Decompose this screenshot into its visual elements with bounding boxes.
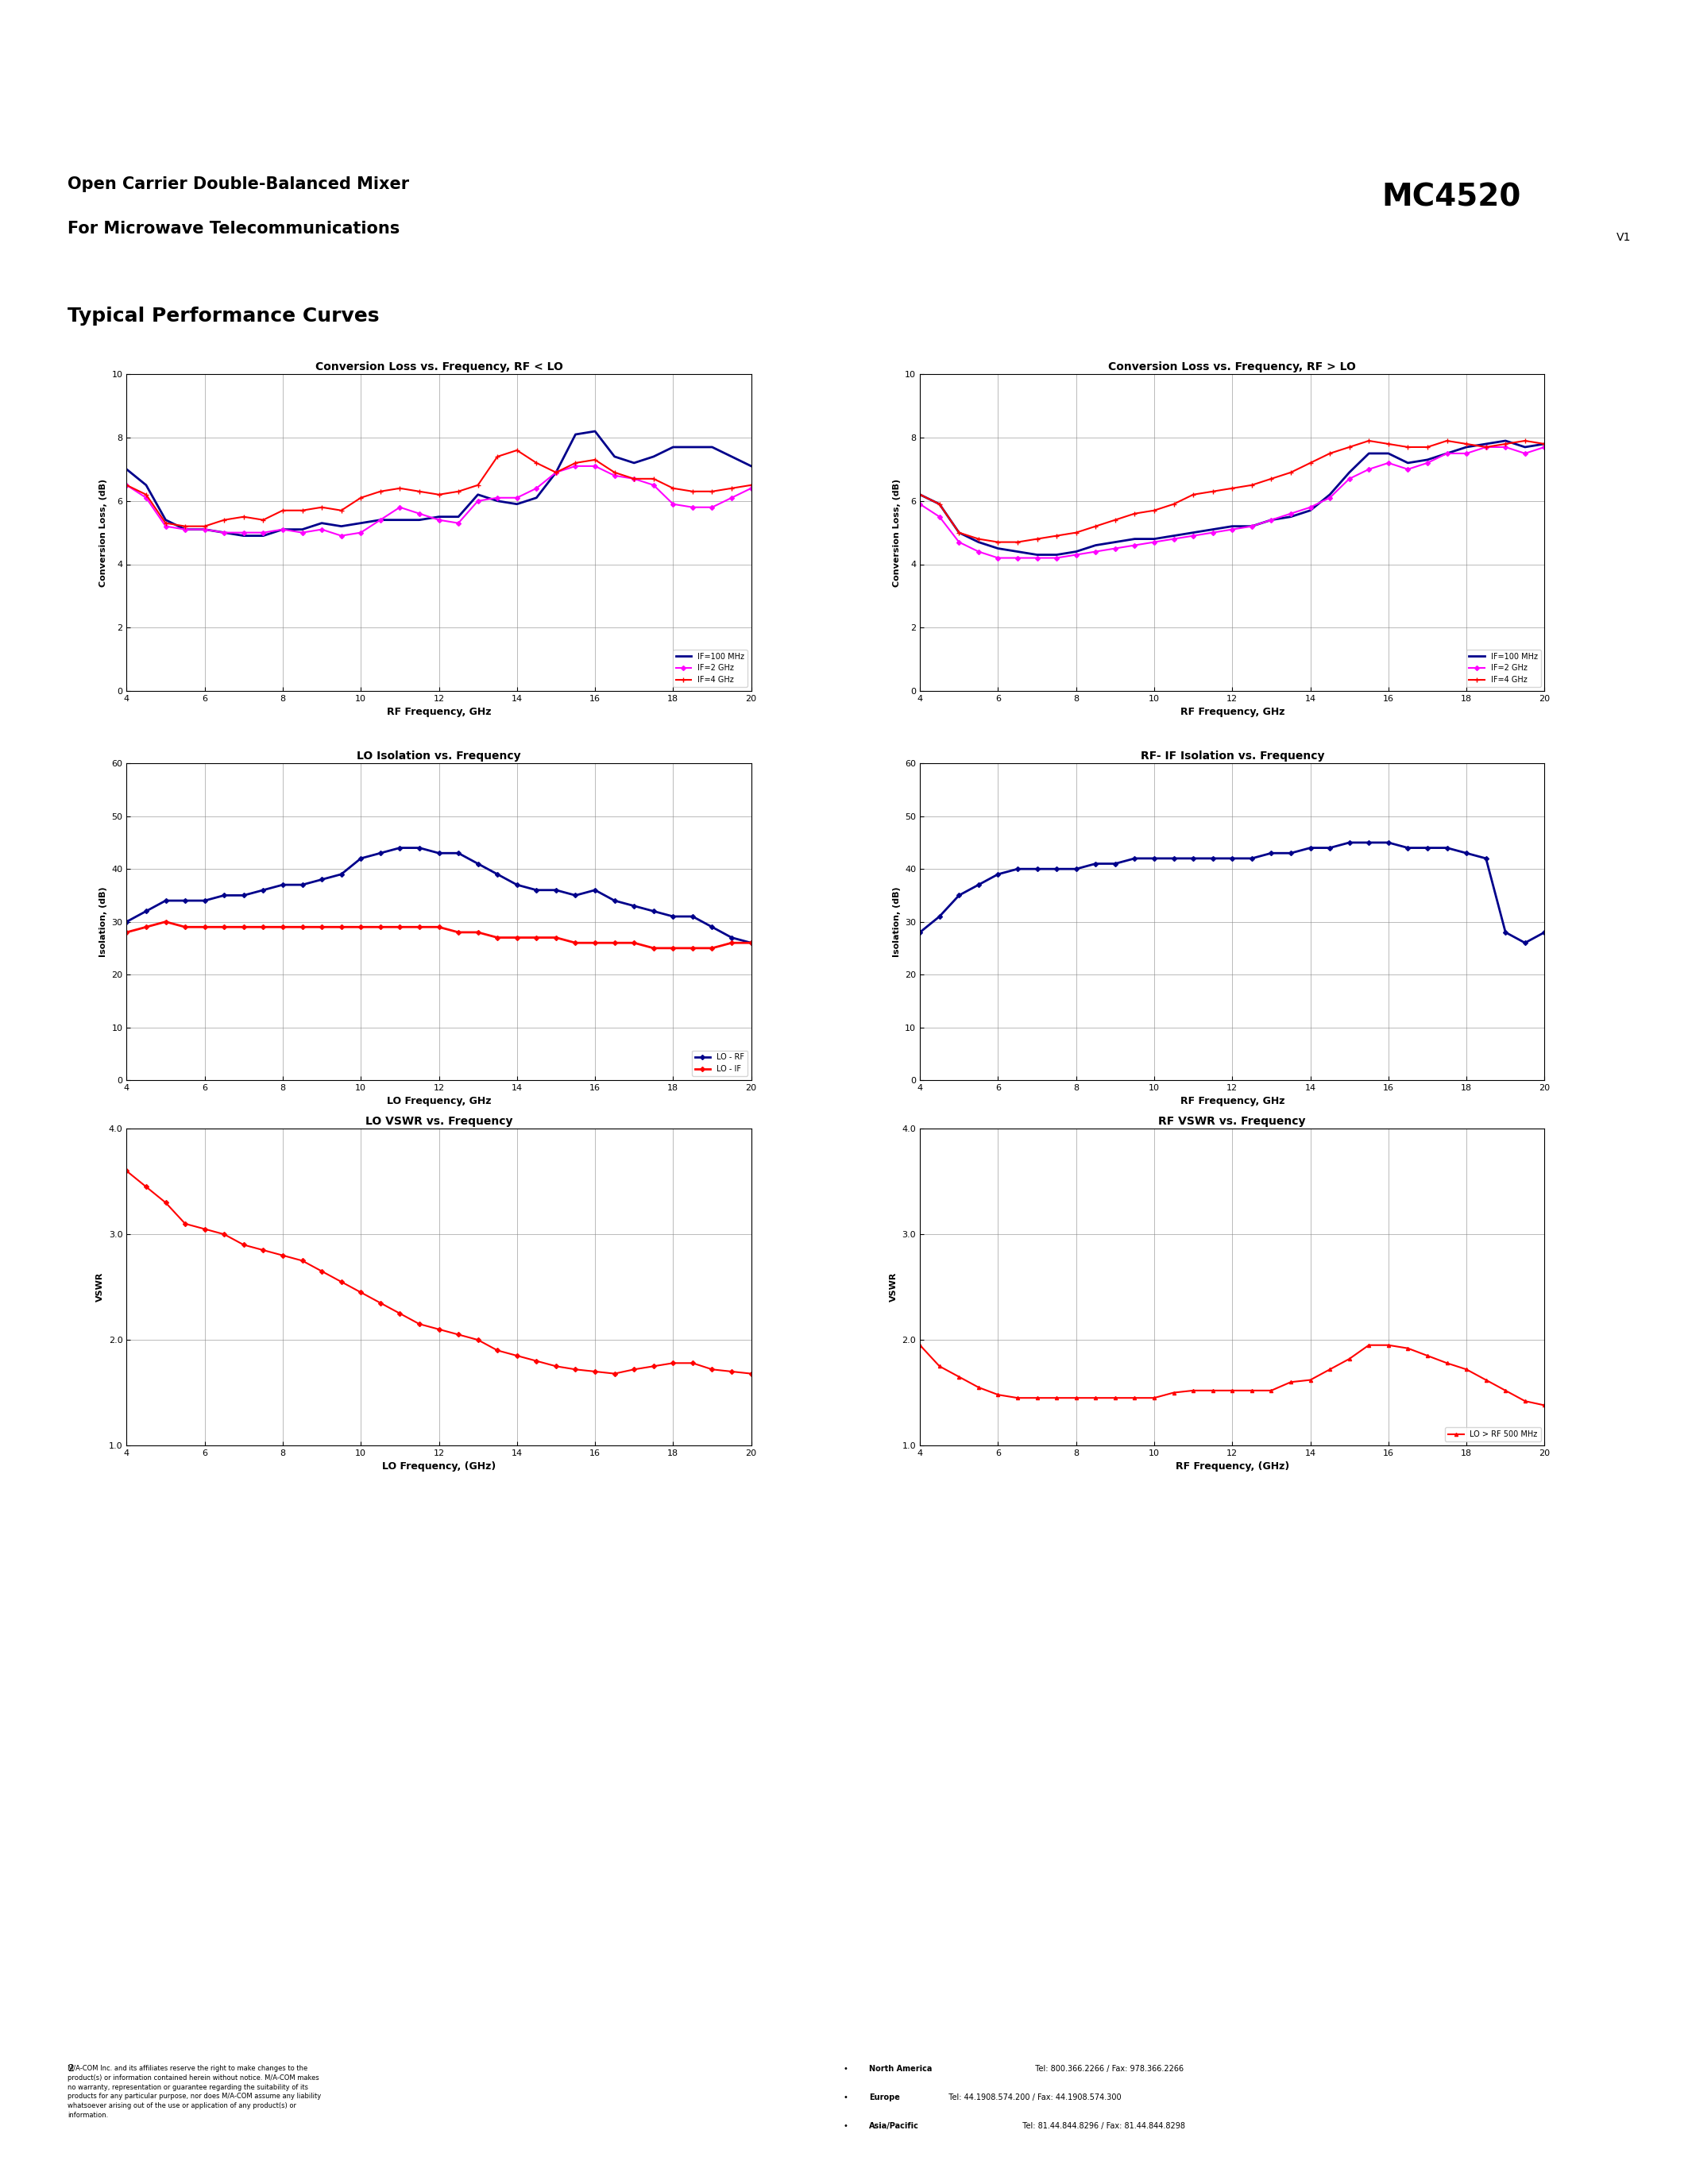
LO > RF 500 MHz <box>1418 1343 1438 1369</box>
LO > RF 500 MHz <box>1496 1378 1516 1404</box>
LO > RF 500 MHz <box>1106 1385 1126 1411</box>
Title: RF- IF Isolation vs. Frequency: RF- IF Isolation vs. Frequency <box>1141 751 1323 762</box>
Legend: LO - RF, LO - IF: LO - RF, LO - IF <box>692 1051 748 1077</box>
Text: •: • <box>844 2064 851 2073</box>
LO > RF 500 MHz <box>1300 1367 1320 1393</box>
Text: M/A-COM: M/A-COM <box>1232 50 1470 96</box>
Text: Europe: Europe <box>869 2094 900 2101</box>
LO > RF 500 MHz <box>1183 1378 1204 1404</box>
LO > RF 500 MHz <box>1067 1385 1087 1411</box>
Legend: IF=100 MHz, IF=2 GHz, IF=4 GHz: IF=100 MHz, IF=2 GHz, IF=4 GHz <box>1465 649 1541 688</box>
LO > RF 500 MHz <box>1436 1350 1457 1376</box>
LO > RF 500 MHz <box>1514 1389 1534 1415</box>
LO > RF 500 MHz <box>1398 1334 1418 1361</box>
LO > RF 500 MHz <box>969 1374 989 1400</box>
Y-axis label: VSWR: VSWR <box>96 1273 105 1302</box>
Legend: IF=100 MHz, IF=2 GHz, IF=4 GHz: IF=100 MHz, IF=2 GHz, IF=4 GHz <box>672 649 748 688</box>
Text: V1: V1 <box>1617 232 1631 242</box>
Text: •: • <box>844 2123 851 2129</box>
LO > RF 500 MHz <box>1377 1332 1398 1358</box>
Text: For Microwave Telecommunications: For Microwave Telecommunications <box>68 221 400 236</box>
X-axis label: LO Frequency, GHz: LO Frequency, GHz <box>387 1096 491 1107</box>
Text: M/A-COM Inc. and its affiliates reserve the right to make changes to the
product: M/A-COM Inc. and its affiliates reserve … <box>68 2064 321 2118</box>
Text: Electronics: Electronics <box>68 111 152 127</box>
LO > RF 500 MHz <box>1085 1385 1106 1411</box>
LO > RF 500 MHz <box>910 1332 930 1358</box>
LO > RF 500 MHz <box>1457 1356 1477 1382</box>
LO > RF 500 MHz <box>1047 1385 1067 1411</box>
Y-axis label: Isolation, (dB): Isolation, (dB) <box>893 887 900 957</box>
Text: •: • <box>844 2094 851 2101</box>
Text: Asia/Pacific: Asia/Pacific <box>869 2123 918 2129</box>
LO > RF 500 MHz <box>987 1382 1008 1409</box>
LO > RF 500 MHz <box>1144 1385 1165 1411</box>
Text: Open Carrier Double-Balanced Mixer: Open Carrier Double-Balanced Mixer <box>68 177 408 192</box>
Text: MC4520: MC4520 <box>1382 183 1521 212</box>
Text: tyco: tyco <box>68 44 152 79</box>
Title: Conversion Loss vs. Frequency, RF < LO: Conversion Loss vs. Frequency, RF < LO <box>316 360 562 371</box>
LO > RF 500 MHz <box>1202 1378 1222 1404</box>
LO > RF 500 MHz <box>1222 1378 1242 1404</box>
X-axis label: RF Frequency, GHz: RF Frequency, GHz <box>1180 1096 1285 1107</box>
X-axis label: RF Frequency, GHz: RF Frequency, GHz <box>387 708 491 719</box>
LO > RF 500 MHz <box>1359 1332 1379 1358</box>
X-axis label: RF Frequency, GHz: RF Frequency, GHz <box>1180 708 1285 719</box>
Text: Tel: 800.366.2266 / Fax: 978.366.2266: Tel: 800.366.2266 / Fax: 978.366.2266 <box>1030 2064 1183 2073</box>
Title: LO VSWR vs. Frequency: LO VSWR vs. Frequency <box>365 1116 513 1127</box>
LO > RF 500 MHz <box>1261 1378 1281 1404</box>
LO > RF 500 MHz <box>1320 1356 1340 1382</box>
Y-axis label: Isolation, (dB): Isolation, (dB) <box>100 887 106 957</box>
LO > RF 500 MHz <box>1534 1391 1555 1417</box>
Title: RF VSWR vs. Frequency: RF VSWR vs. Frequency <box>1158 1116 1307 1127</box>
LO > RF 500 MHz <box>949 1363 969 1389</box>
Y-axis label: VSWR: VSWR <box>890 1273 898 1302</box>
LO > RF 500 MHz <box>1475 1367 1496 1393</box>
Y-axis label: Conversion Loss, (dB): Conversion Loss, (dB) <box>100 478 108 587</box>
Title: Conversion Loss vs. Frequency, RF > LO: Conversion Loss vs. Frequency, RF > LO <box>1109 360 1355 371</box>
X-axis label: RF Frequency, (GHz): RF Frequency, (GHz) <box>1175 1461 1290 1472</box>
Text: 2: 2 <box>68 2064 74 2075</box>
Legend: LO > RF 500 MHz: LO > RF 500 MHz <box>1445 1428 1541 1441</box>
LO > RF 500 MHz <box>1281 1369 1301 1396</box>
LO > RF 500 MHz <box>1124 1385 1144 1411</box>
Y-axis label: Conversion Loss, (dB): Conversion Loss, (dB) <box>893 478 901 587</box>
Text: Typical Performance Curves: Typical Performance Curves <box>68 306 380 325</box>
LO > RF 500 MHz <box>1242 1378 1263 1404</box>
LO > RF 500 MHz <box>930 1354 950 1380</box>
LO > RF 500 MHz <box>1339 1345 1359 1372</box>
X-axis label: LO Frequency, (GHz): LO Frequency, (GHz) <box>381 1461 496 1472</box>
LO > RF 500 MHz <box>1026 1385 1047 1411</box>
LO > RF 500 MHz <box>1163 1380 1183 1406</box>
Text: North America: North America <box>869 2064 932 2073</box>
Text: Tel: 81.44.844.8296 / Fax: 81.44.844.8298: Tel: 81.44.844.8296 / Fax: 81.44.844.829… <box>1018 2123 1185 2129</box>
Line: LO > RF 500 MHz: LO > RF 500 MHz <box>918 1343 1546 1406</box>
LO > RF 500 MHz <box>1008 1385 1028 1411</box>
Title: LO Isolation vs. Frequency: LO Isolation vs. Frequency <box>356 751 522 762</box>
Text: Tel: 44.1908.574.200 / Fax: 44.1908.574.300: Tel: 44.1908.574.200 / Fax: 44.1908.574.… <box>944 2094 1121 2101</box>
